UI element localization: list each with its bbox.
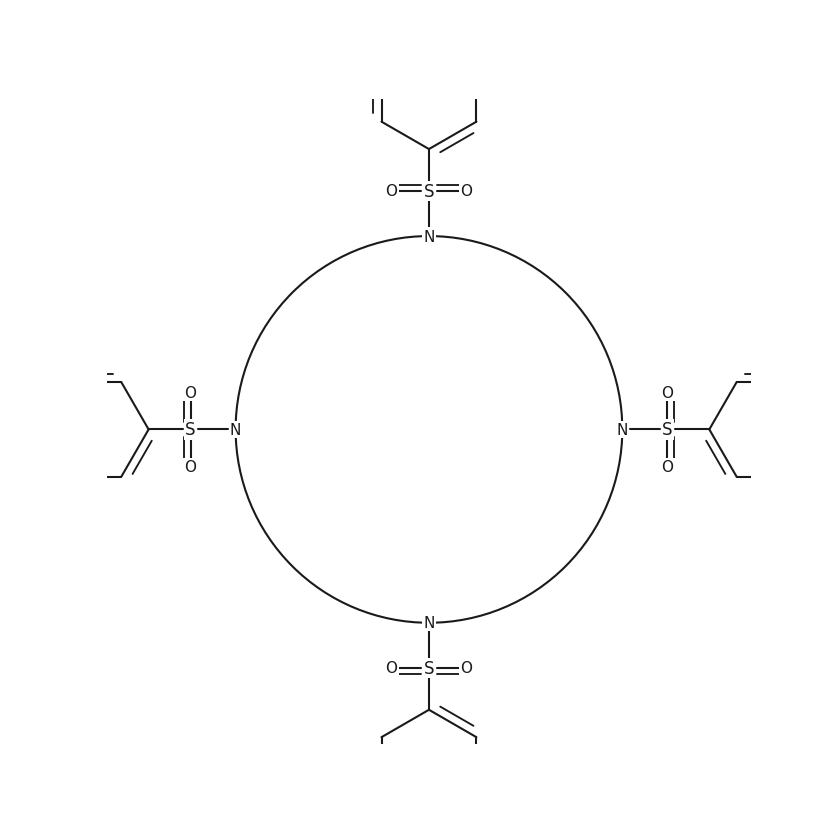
Text: N: N — [423, 615, 434, 630]
Text: O: O — [385, 660, 397, 675]
Text: N: N — [616, 422, 627, 437]
Text: S: S — [423, 659, 434, 677]
Text: O: O — [184, 385, 196, 400]
Text: O: O — [460, 184, 472, 199]
Text: S: S — [423, 183, 434, 201]
Text: O: O — [460, 660, 472, 675]
Text: O: O — [385, 184, 397, 199]
Text: N: N — [423, 229, 434, 244]
Text: O: O — [660, 460, 673, 475]
Text: S: S — [185, 421, 196, 439]
Text: N: N — [230, 422, 241, 437]
Text: O: O — [184, 460, 196, 475]
Text: O: O — [660, 385, 673, 400]
Text: S: S — [661, 421, 672, 439]
